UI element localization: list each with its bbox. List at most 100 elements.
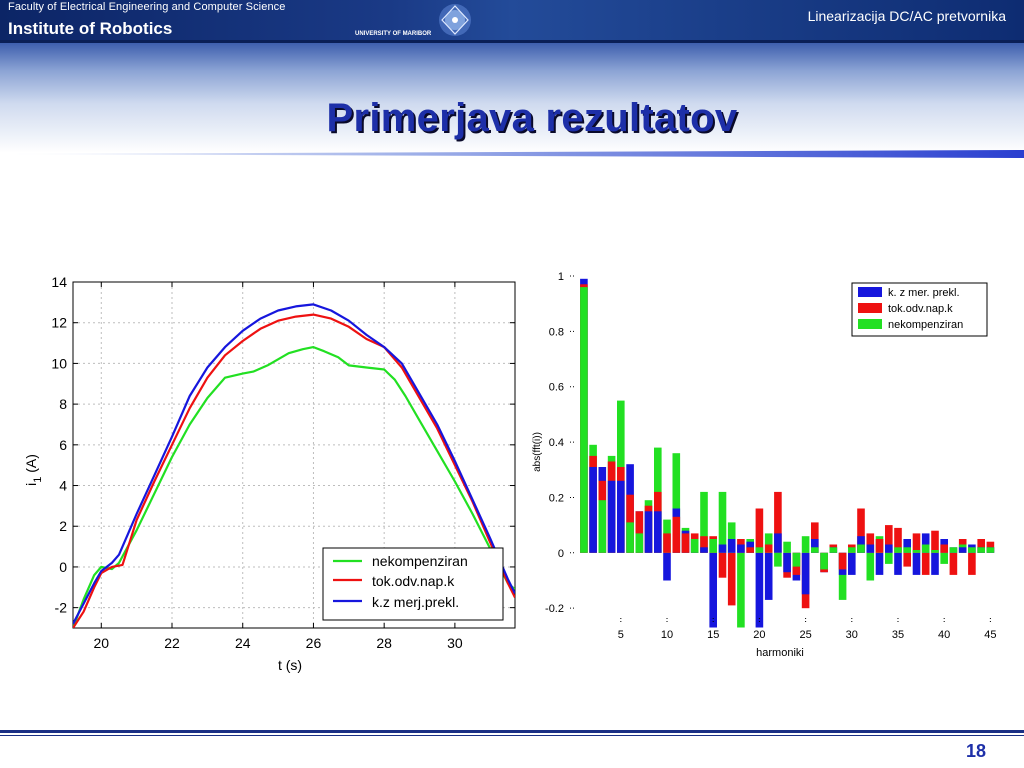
bar — [617, 480, 625, 553]
bar — [866, 552, 875, 581]
legend-label: tok.odv.nap.k — [372, 573, 455, 589]
x-axis-label: t (s) — [278, 657, 302, 673]
bar — [912, 550, 921, 553]
bar — [580, 287, 588, 553]
bar — [727, 552, 736, 606]
y-tick-label: 0.4 — [549, 437, 564, 449]
bar — [885, 544, 893, 553]
y-axis-label: i1 (A) — [23, 454, 44, 486]
bar — [885, 552, 893, 564]
bar — [921, 544, 930, 553]
y-tick-label: 14 — [51, 274, 67, 290]
legend: k. z mer. prekl. tok.odv.nap.k nekompenz… — [851, 282, 988, 337]
legend-label: nekompenziran — [888, 319, 963, 331]
bar — [654, 511, 662, 553]
x-axis-label: harmoniki — [756, 647, 804, 659]
institute-logo-icon — [439, 4, 471, 36]
x-tick-label: 28 — [376, 635, 392, 651]
x-tick-label: 30 — [846, 629, 858, 641]
series-line — [73, 303, 515, 625]
bar — [607, 480, 616, 553]
bar — [737, 544, 745, 553]
bar — [774, 533, 782, 553]
y-tick-label: -0.2 — [545, 603, 564, 615]
legend-label: k. z mer. prekl. — [888, 287, 960, 299]
bar — [792, 552, 801, 567]
bar — [635, 511, 644, 553]
bar — [838, 552, 847, 570]
y-tick-label: 0.6 — [549, 382, 564, 394]
bar — [663, 552, 671, 581]
y-tick-label: 4 — [59, 478, 67, 494]
bar — [709, 552, 717, 628]
legend-label: k.z merj.prekl. — [372, 594, 459, 610]
x-tick-label: 40 — [938, 629, 950, 641]
bar — [931, 552, 939, 575]
bar — [801, 536, 810, 553]
bar — [783, 552, 791, 573]
y-axis-label: abs(fft(i)) — [532, 432, 543, 472]
x-tick-label: 24 — [235, 635, 251, 651]
bar — [894, 527, 902, 553]
x-tick-label: 5 — [618, 629, 624, 641]
bar — [764, 552, 773, 600]
bar — [921, 533, 930, 553]
bar — [774, 552, 782, 567]
x-tick-label: 22 — [164, 635, 180, 651]
x-tick-label: 25 — [799, 629, 811, 641]
faculty-name: Faculty of Electrical Engineering and Co… — [8, 1, 286, 13]
bar — [589, 467, 597, 553]
bar — [949, 552, 958, 575]
bar — [681, 533, 690, 553]
bar — [663, 533, 671, 553]
bar — [811, 539, 819, 553]
bar — [755, 547, 764, 553]
bar — [727, 522, 736, 553]
bar — [875, 539, 884, 553]
bar — [885, 525, 893, 553]
plot-frame — [72, 281, 516, 629]
bar — [848, 547, 856, 553]
y-tick-label: 2 — [59, 518, 67, 534]
bar — [903, 552, 911, 567]
bar — [875, 552, 884, 575]
bar — [894, 552, 902, 575]
university-name: UNIVERSITY OF MARIBOR — [355, 31, 432, 37]
bar — [894, 547, 902, 553]
bar — [931, 550, 939, 553]
y-tick-label: 1 — [558, 271, 564, 283]
bar — [755, 552, 764, 628]
bar — [977, 539, 985, 553]
slide-title: Primerjava rezultatov — [326, 96, 738, 140]
x-tick-label: 45 — [984, 629, 996, 641]
bar — [690, 539, 699, 553]
header-divider — [0, 40, 1024, 43]
bar — [811, 522, 819, 553]
bar — [986, 547, 995, 553]
bar — [626, 522, 634, 553]
bar — [968, 547, 976, 553]
bar — [644, 511, 653, 553]
bar — [977, 547, 985, 553]
course-title: Linearizacija DC/AC pretvornika — [807, 8, 1006, 24]
bar — [672, 453, 681, 553]
bar — [700, 536, 708, 553]
bar — [940, 552, 948, 564]
legend-label: tok.odv.nap.k — [888, 303, 953, 315]
y-tick-label: 0 — [558, 548, 564, 560]
y-tick-label: 12 — [51, 315, 67, 331]
bar — [866, 544, 875, 553]
series-line — [73, 313, 515, 628]
bar — [903, 539, 911, 553]
bar — [709, 539, 717, 553]
bar — [940, 544, 948, 553]
bar — [746, 541, 754, 553]
bar — [598, 500, 607, 553]
bar — [848, 552, 856, 575]
bar — [820, 552, 828, 570]
bar — [958, 547, 967, 553]
bar — [700, 491, 708, 553]
bar — [949, 547, 958, 553]
bar — [829, 547, 838, 553]
legend: nekompenziran tok.odv.nap.k k.z merj.pre… — [322, 547, 504, 621]
